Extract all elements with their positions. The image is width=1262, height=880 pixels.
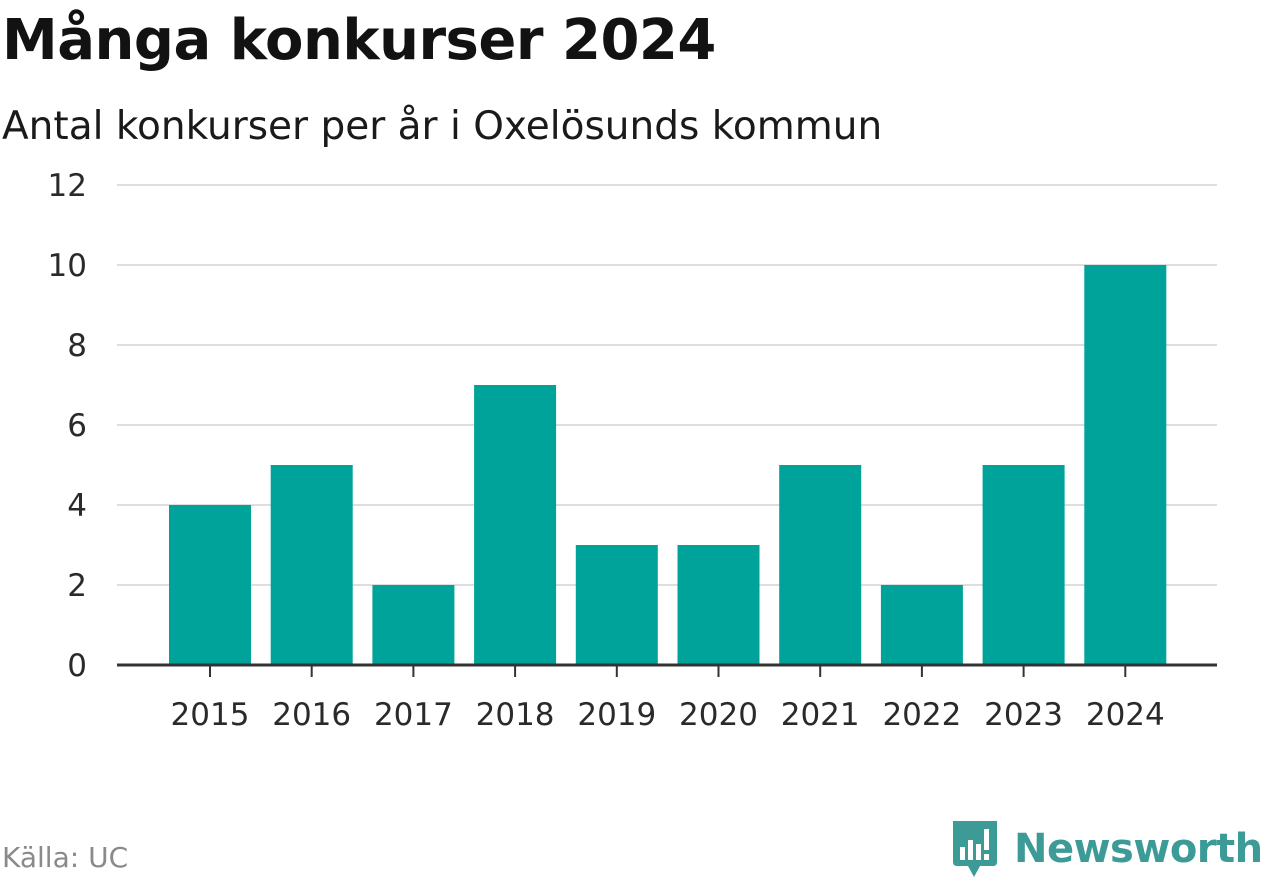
y-tick-label: 4 [67, 488, 87, 524]
bar-2021 [779, 465, 862, 665]
newsworthy-logo-icon [953, 821, 997, 877]
x-tick-label: 2023 [984, 697, 1063, 733]
x-tick-label: 2016 [272, 697, 351, 733]
y-tick-label: 2 [67, 568, 87, 604]
bar-2020 [677, 545, 760, 665]
bar-2024 [1084, 265, 1167, 665]
bar-2015 [169, 505, 251, 665]
bar-2019 [575, 545, 658, 665]
y-tick-label: 12 [48, 168, 87, 204]
y-tick-label: 10 [48, 248, 87, 284]
source-note: Källa: UC [2, 841, 129, 874]
bar-2017 [372, 585, 455, 665]
x-tick-label: 2024 [1086, 697, 1165, 733]
y-tick-label: 6 [67, 408, 87, 444]
x-tick-label: 2015 [171, 697, 250, 733]
y-tick-label: 8 [67, 328, 87, 364]
brand-logo: Newsworthy [950, 818, 1262, 880]
chart-title: Många konkurser 2024 [2, 8, 716, 73]
bar-2023 [982, 465, 1065, 665]
x-tick-label: 2018 [476, 697, 555, 733]
bar-2018 [474, 385, 557, 665]
x-tick-label: 2017 [374, 697, 453, 733]
x-tick-label: 2022 [882, 697, 961, 733]
chart-subtitle: Antal konkurser per år i Oxelösunds komm… [2, 104, 883, 149]
x-tick-label: 2020 [679, 697, 758, 733]
y-tick-label: 0 [67, 648, 87, 684]
bar-2022 [880, 585, 963, 665]
bar-2016 [270, 465, 353, 665]
x-tick-label: 2019 [577, 697, 656, 733]
x-tick-label: 2021 [781, 697, 860, 733]
brand-name: Newsworthy [1014, 826, 1262, 872]
